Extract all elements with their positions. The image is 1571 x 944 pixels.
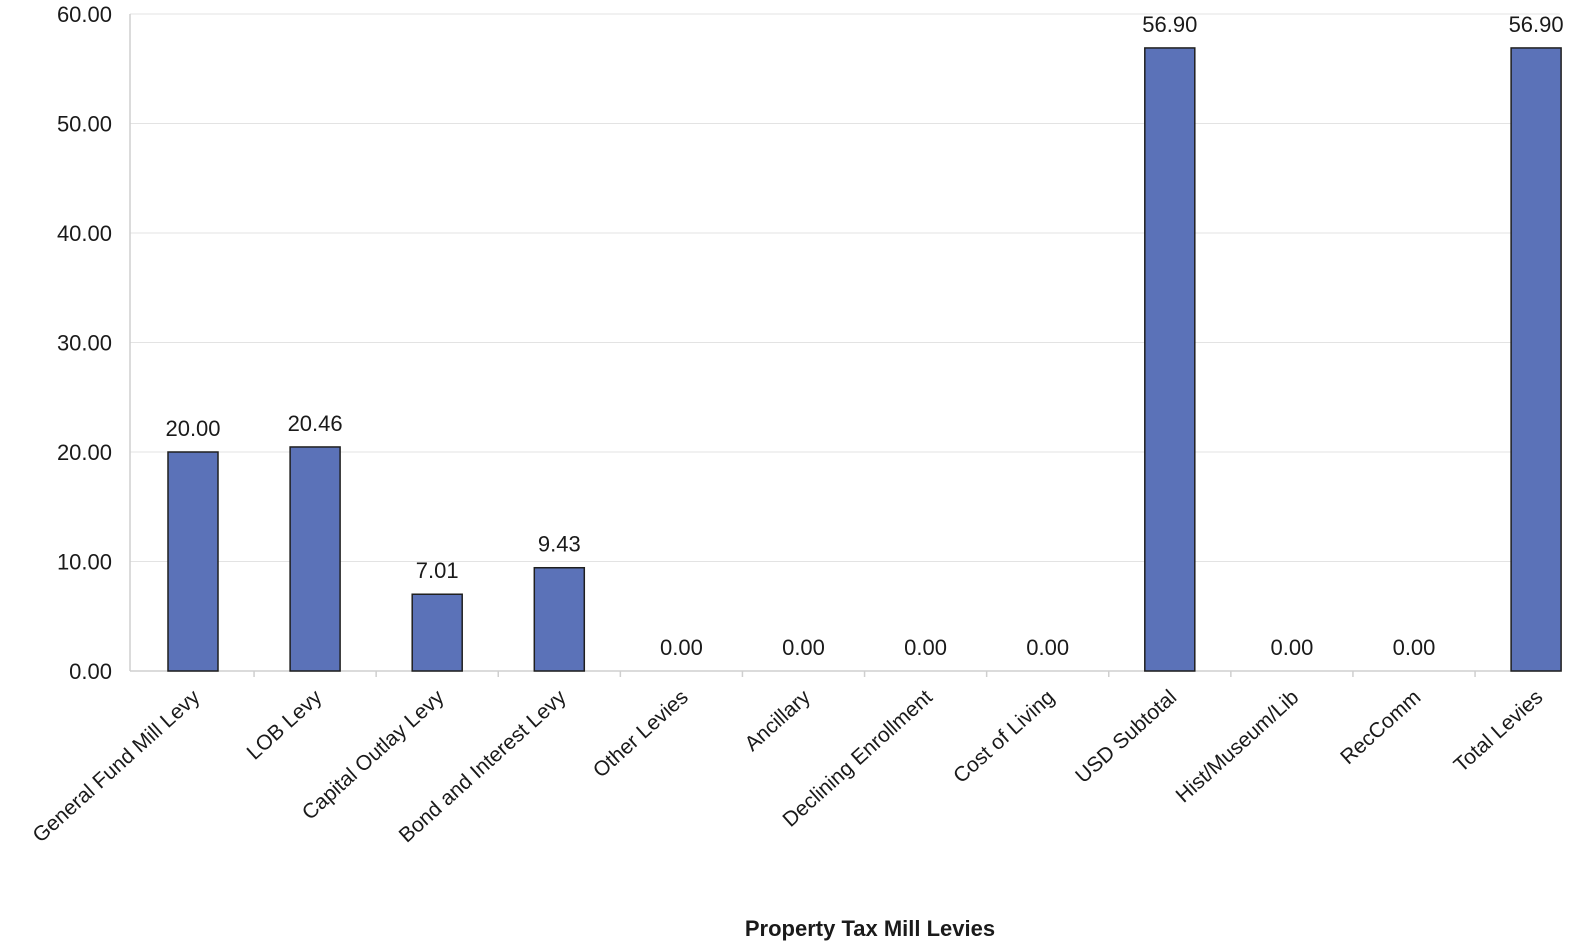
data-label: 56.90 (1509, 12, 1564, 37)
data-label: 9.43 (538, 532, 581, 557)
data-label: 20.00 (165, 416, 220, 441)
data-label: 0.00 (1026, 635, 1069, 660)
data-label: 0.00 (782, 635, 825, 660)
gridlines (130, 13, 1560, 562)
y-tick-label: 10.00 (57, 550, 112, 575)
category-label: USD Subtotal (1071, 686, 1181, 788)
bar (289, 446, 341, 672)
y-tick-label: 60.00 (57, 2, 112, 27)
value-labels: 20.00 20.46 7.01 9.43 0.00 0.00 0.00 0.00 56.90 0… (165, 12, 1563, 660)
bar (167, 451, 219, 672)
y-axis: 0.00 10.00 20.00 30.00 40.00 50.00 60.00 (57, 2, 1560, 684)
bar (1510, 47, 1562, 672)
category-label: RecComm (1336, 686, 1425, 769)
bars (167, 47, 1562, 672)
y-tick-label: 20.00 (57, 440, 112, 465)
category-label: Hist/Museum/Lib (1172, 686, 1304, 808)
y-tick-label: 50.00 (57, 112, 112, 137)
data-label: 0.00 (660, 635, 703, 660)
category-label: LOB Levy (243, 685, 327, 764)
data-label: 0.00 (904, 635, 947, 660)
y-tick-label: 30.00 (57, 331, 112, 356)
category-label: General Fund Mill Levy (28, 685, 204, 847)
bar (411, 593, 463, 672)
category-label: Total Levies (1450, 686, 1548, 777)
data-label: 7.01 (416, 558, 459, 583)
bar (533, 566, 586, 672)
y-tick-label: 0.00 (69, 659, 112, 684)
category-label: Ancillary (740, 685, 815, 756)
bar (1144, 47, 1196, 672)
data-label: 0.00 (1393, 635, 1436, 660)
x-axis-title: Property Tax Mill Levies (745, 916, 995, 941)
category-label: Cost of Living (949, 686, 1059, 788)
y-tick-label: 40.00 (57, 221, 112, 246)
data-label: 56.90 (1142, 12, 1197, 37)
data-label: 0.00 (1270, 635, 1313, 660)
category-label: Other Levies (589, 686, 693, 783)
data-label: 20.46 (288, 411, 343, 436)
